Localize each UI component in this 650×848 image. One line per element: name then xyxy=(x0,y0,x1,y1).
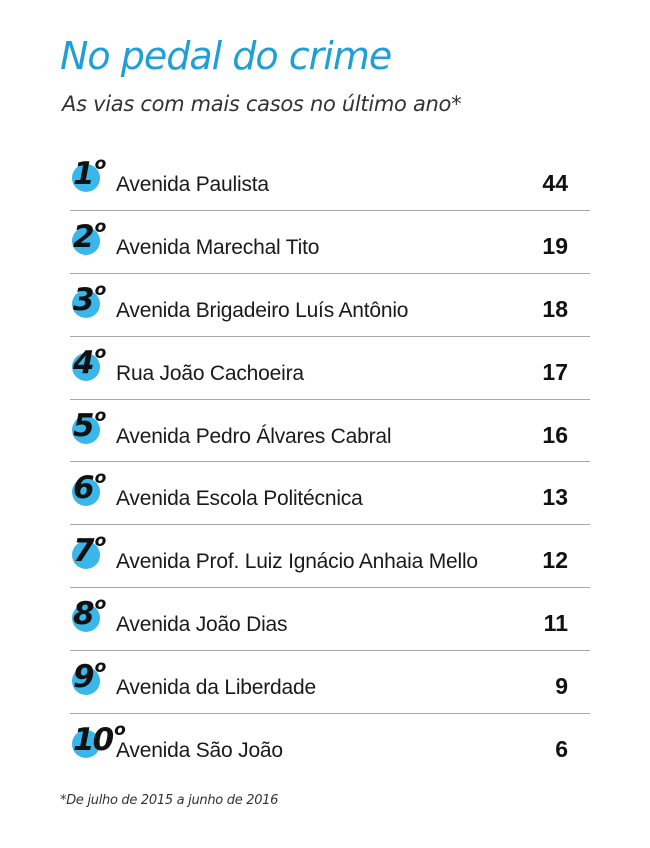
case-count: 16 xyxy=(542,421,568,448)
rank-circle-icon xyxy=(72,415,100,444)
ranking-list: 1 o Avenida Paulista 44 2 o Avenida Marechal T… xyxy=(70,148,590,777)
rank-ordinal: o xyxy=(94,405,107,426)
street-name: Avenida João Dias xyxy=(116,613,288,637)
ranking-row: 6 o Avenida Escola Politécnica 13 xyxy=(70,462,590,526)
rank-ordinal: o xyxy=(94,342,107,363)
street-name: Avenida Paulista xyxy=(116,173,269,196)
rank-value: 9 xyxy=(73,659,95,696)
rank-value: 3 xyxy=(73,281,95,318)
ranking-row: 9 o Avenida da Liberdade 9 xyxy=(70,651,590,715)
case-count: 18 xyxy=(542,295,568,322)
case-count: 9 xyxy=(555,673,568,700)
rank-value: 5 xyxy=(73,407,95,444)
rank-circle-icon xyxy=(72,667,100,696)
case-count: 44 xyxy=(542,170,568,196)
street-name: Avenida Escola Politécnica xyxy=(116,487,363,511)
rank-value: 7 xyxy=(73,533,95,570)
rank-circle-icon xyxy=(72,289,100,318)
street-name: Avenida Pedro Álvares Cabral xyxy=(116,424,392,448)
ranking-row: 7 o Avenida Prof. Luiz Ignácio Anhaia Mell… xyxy=(70,525,590,589)
street-name: Avenida da Liberdade xyxy=(116,676,316,700)
chart-title: No pedal do crime xyxy=(60,34,392,78)
ranking-row: 8 o Avenida João Dias 11 xyxy=(70,588,590,652)
rank-ordinal: o xyxy=(94,154,107,174)
rank-value: 6 xyxy=(73,470,95,507)
street-name: Avenida Marechal Tito xyxy=(116,235,320,259)
case-count: 6 xyxy=(555,736,568,763)
rank-ordinal: o xyxy=(114,720,126,741)
rank-ordinal: o xyxy=(94,531,107,552)
rank-ordinal: o xyxy=(94,216,107,237)
street-name: Avenida Brigadeiro Luís Antônio xyxy=(116,298,409,322)
rank-value: 8 xyxy=(73,596,95,633)
ranking-row: 1 o Avenida Paulista 44 xyxy=(70,148,590,211)
rank-circle-icon xyxy=(72,352,100,381)
chart-subtitle: As vias com mais casos no último ano* xyxy=(62,92,462,116)
rank-value: 1 xyxy=(73,156,95,192)
rank-ordinal: o xyxy=(94,279,107,300)
rank-value: 10 xyxy=(73,722,114,759)
footnote: *De julho de 2015 a junho de 2016 xyxy=(60,793,279,808)
ranking-row: 5 o Avenida Pedro Álvares Cabral 16 xyxy=(70,400,590,463)
ranking-row: 4 o Rua João Cachoeira 17 xyxy=(70,337,590,400)
rank-value: 2 xyxy=(73,218,95,255)
rank-badge: 10 o xyxy=(70,722,126,769)
case-count: 19 xyxy=(542,232,568,259)
rank-circle-icon xyxy=(72,164,100,192)
ranking-row: 3 o Avenida Brigadeiro Luís Antônio 18 xyxy=(70,274,590,337)
street-name: Avenida São João xyxy=(116,739,283,763)
rank-circle-icon xyxy=(72,541,100,570)
ranking-row: 2 o Avenida Marechal Tito 19 xyxy=(70,211,590,274)
rank-circle-icon xyxy=(72,478,100,507)
rank-circle-icon xyxy=(72,730,100,759)
rank-ordinal: o xyxy=(94,657,107,678)
case-count: 17 xyxy=(542,358,568,385)
rank-ordinal: o xyxy=(94,468,107,489)
ranking-row: 10 o Avenida São João 6 xyxy=(70,714,590,777)
street-name: Avenida Prof. Luiz Ignácio Anhaia Mello xyxy=(116,550,478,574)
rank-circle-icon xyxy=(72,226,100,255)
rank-circle-icon xyxy=(72,604,100,633)
rank-ordinal: o xyxy=(94,594,107,615)
case-count: 13 xyxy=(542,484,568,511)
rank-number: 10 o xyxy=(73,722,126,759)
rank-value: 4 xyxy=(73,344,95,381)
case-count: 11 xyxy=(543,610,568,637)
case-count: 12 xyxy=(542,547,568,574)
street-name: Rua João Cachoeira xyxy=(116,361,304,385)
